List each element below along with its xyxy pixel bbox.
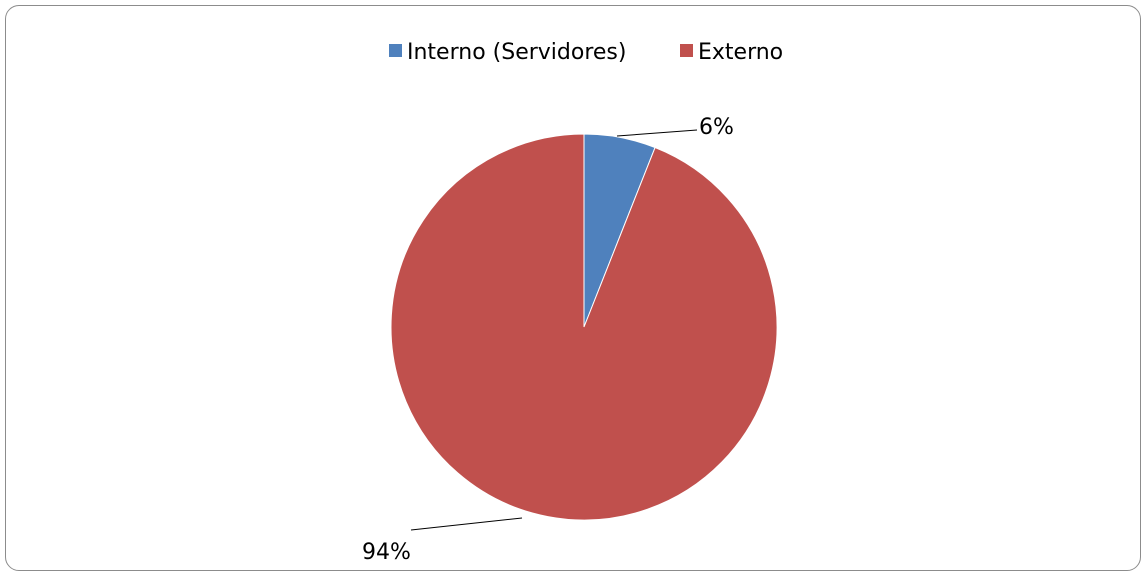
data-label-interno: 6% — [699, 115, 734, 140]
legend-label-interno: Interno (Servidores) — [407, 40, 626, 65]
data-label-externo: 94% — [362, 540, 411, 565]
pie-slice-externo — [390, 133, 778, 521]
data-labels: 6% 94% — [362, 115, 734, 565]
pie-slices — [390, 133, 778, 521]
legend-swatch-interno — [389, 44, 402, 57]
legend-item-externo: Externo — [680, 40, 783, 65]
legend: Interno (Servidores) Externo — [389, 40, 783, 65]
legend-label-externo: Externo — [698, 40, 783, 65]
legend-swatch-externo — [680, 44, 693, 57]
leader-line-interno — [616, 129, 698, 137]
legend-item-interno: Interno (Servidores) — [389, 40, 626, 65]
leader-line-externo — [410, 517, 523, 531]
